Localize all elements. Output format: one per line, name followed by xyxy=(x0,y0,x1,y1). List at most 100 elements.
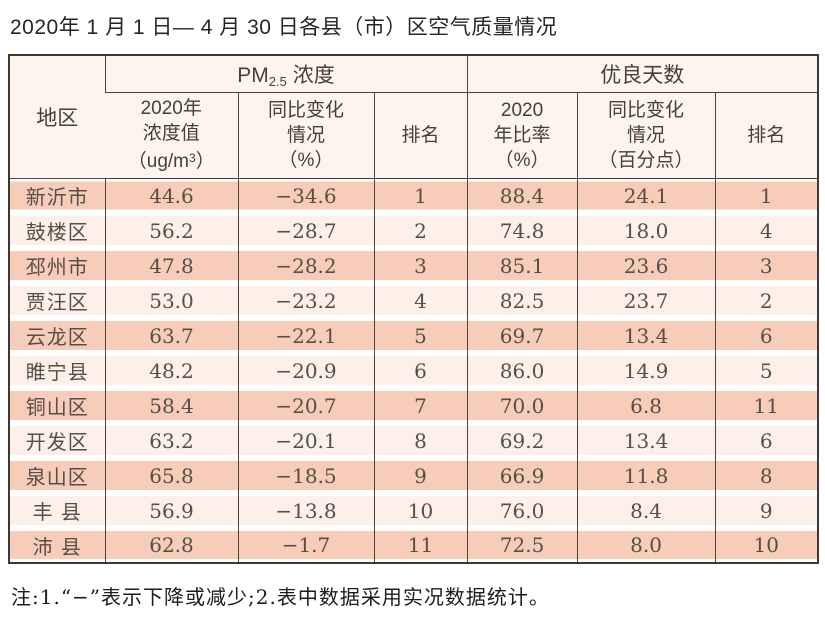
days-change-cell: 23.6 xyxy=(576,248,716,283)
region-cell: 邳州市 xyxy=(9,248,105,283)
days-rank-cell: 4 xyxy=(714,213,819,248)
pm-value-cell: 44.6 xyxy=(104,178,238,213)
pm-change-cell: −23.2 xyxy=(237,283,374,318)
days-rank-cell: 2 xyxy=(714,283,819,318)
region-cell: 睢宁县 xyxy=(9,353,105,388)
region-cell: 丰 县 xyxy=(9,493,105,528)
pm-rank-cell: 6 xyxy=(373,353,468,388)
pm-change-cell: −28.2 xyxy=(237,248,374,283)
table-row: 丰 县 56.9 −13.8 10 76.0 8.4 9 xyxy=(9,493,819,528)
column-header-days-change: 同比变化 情况 （百分点） xyxy=(576,92,716,179)
pm-change-cell: −20.7 xyxy=(237,388,374,423)
days-rank-cell: 8 xyxy=(714,458,819,493)
pm-value-cell: 48.2 xyxy=(104,353,238,388)
days-rank-cell: 6 xyxy=(714,423,819,458)
header-group-row: 地区 PM2.5 浓度 优良天数 xyxy=(9,55,819,179)
days-ratio-cell: 70.0 xyxy=(466,388,578,423)
days-rank-cell: 11 xyxy=(714,388,819,423)
days-ratio-line3: （%） xyxy=(494,149,550,171)
footnote: 注:1.“−”表示下降或减少;2.表中数据采用实况数据统计。 xyxy=(11,585,550,609)
page-title: 2020年 1 月 1 日— 4 月 30 日各县（市）区空气质量情况 xyxy=(10,16,558,39)
pm-rank-cell: 8 xyxy=(373,423,468,458)
air-quality-table: 地区 PM2.5 浓度 优良天数 2020年 浓度值 （ug/m3） 同比变化 … xyxy=(8,54,820,564)
column-header-days-ratio: 2020 年比率 （%） xyxy=(466,92,578,179)
days-ratio-cell: 74.8 xyxy=(466,213,578,248)
days-ratio-line1: 2020 xyxy=(500,99,544,121)
pm-value-cell: 63.2 xyxy=(104,423,238,458)
table-header: 地区 PM2.5 浓度 优良天数 2020年 浓度值 （ug/m3） 同比变化 … xyxy=(9,55,819,179)
days-change-cell: 24.1 xyxy=(576,178,716,213)
pm-value-cell: 47.8 xyxy=(104,248,238,283)
pm-rank-cell: 1 xyxy=(373,178,468,213)
column-header-pm-change: 同比变化 情况 （%） xyxy=(237,92,374,179)
pm25-label-rest: 浓度 xyxy=(286,63,335,87)
pm-change-cell: −28.7 xyxy=(237,213,374,248)
pm-change-cell: −20.9 xyxy=(237,353,374,388)
pm-rank-cell: 3 xyxy=(373,248,468,283)
table-row: 睢宁县 48.2 −20.9 6 86.0 14.9 5 xyxy=(9,353,819,388)
pm-rank-cell: 9 xyxy=(373,458,468,493)
column-header-pm-value: 2020年 浓度值 （ug/m3） xyxy=(105,92,238,179)
days-change-cell: 23.7 xyxy=(576,283,716,318)
pm-change-cell: −20.1 xyxy=(237,423,374,458)
table-row: 云龙区 63.7 −22.1 5 69.7 13.4 6 xyxy=(9,318,819,353)
region-cell: 贾汪区 xyxy=(9,283,105,318)
table-row: 铜山区 58.4 −20.7 7 70.0 6.8 11 xyxy=(9,388,819,423)
region-cell: 沛 县 xyxy=(9,528,105,563)
table-row: 邳州市 47.8 −28.2 3 85.1 23.6 3 xyxy=(9,248,819,283)
pm-rank-cell: 5 xyxy=(373,318,468,353)
pm-value-line3: （ug/m3） xyxy=(105,146,238,174)
column-header-pm-rank: 排名 xyxy=(373,92,468,179)
pm-change-cell: −34.6 xyxy=(237,178,374,213)
days-change-cell: 8.0 xyxy=(576,528,716,563)
pm-value-unit-post: ） xyxy=(195,151,215,172)
table-row: 泉山区 65.8 −18.5 9 66.9 11.8 8 xyxy=(9,458,819,493)
pm-change-cell: −1.7 xyxy=(237,528,374,563)
column-group-good-days: 优良天数 xyxy=(466,55,819,93)
table-row: 沛 县 62.8 −1.7 11 72.5 8.0 10 xyxy=(9,528,819,563)
table-row: 贾汪区 53.0 −23.2 4 82.5 23.7 2 xyxy=(9,283,819,318)
pm25-label-main: PM xyxy=(237,63,269,87)
days-change-cell: 14.9 xyxy=(576,353,716,388)
pm-value-unit-sup: 3 xyxy=(189,151,196,165)
days-rank-cell: 10 xyxy=(714,528,819,563)
pm25-label-subscript: 2.5 xyxy=(268,73,287,89)
days-change-cell: 6.8 xyxy=(576,388,716,423)
region-cell: 云龙区 xyxy=(9,318,105,353)
pm-rank-cell: 7 xyxy=(373,388,468,423)
pm-change-line2: 情况 xyxy=(286,124,325,146)
days-ratio-cell: 69.7 xyxy=(466,318,578,353)
pm-value-cell: 63.7 xyxy=(104,318,238,353)
pm-rank-cell: 2 xyxy=(373,213,468,248)
days-change-line1: 同比变化 xyxy=(608,99,685,121)
days-ratio-cell: 85.1 xyxy=(466,248,578,283)
days-ratio-cell: 88.4 xyxy=(466,178,578,213)
days-change-line2: 情况 xyxy=(627,124,666,146)
table-row: 鼓楼区 56.2 −28.7 2 74.8 18.0 4 xyxy=(9,213,819,248)
days-rank-cell: 5 xyxy=(714,353,819,388)
days-ratio-line2: 年比率 xyxy=(493,124,551,146)
days-change-cell: 8.4 xyxy=(576,493,716,528)
pm-value-line2: 浓度值 xyxy=(142,123,200,144)
days-change-cell: 11.8 xyxy=(576,458,716,493)
days-change-line3: （百分点） xyxy=(598,149,694,171)
region-cell: 泉山区 xyxy=(9,458,105,493)
days-change-cell: 13.4 xyxy=(576,318,716,353)
pm-value-line1: 2020年 xyxy=(140,98,202,119)
region-cell: 新沂市 xyxy=(9,178,105,213)
pm-rank-cell: 4 xyxy=(373,283,468,318)
days-ratio-cell: 86.0 xyxy=(466,353,578,388)
header-sub-row: 2020年 浓度值 （ug/m3） 同比变化 情况 （%） 排名 2020 年比… xyxy=(9,92,819,179)
pm-value-cell: 65.8 xyxy=(104,458,238,493)
table-row: 新沂市 44.6 −34.6 1 88.4 24.1 1 xyxy=(9,178,819,213)
pm-value-cell: 58.4 xyxy=(104,388,238,423)
days-rank-cell: 9 xyxy=(714,493,819,528)
days-ratio-cell: 66.9 xyxy=(466,458,578,493)
days-ratio-cell: 76.0 xyxy=(466,493,578,528)
days-change-cell: 18.0 xyxy=(576,213,716,248)
pm-value-unit-pre: （ug/m xyxy=(127,151,190,172)
pm-rank-cell: 11 xyxy=(373,528,468,563)
days-change-cell: 13.4 xyxy=(576,423,716,458)
table-body: 新沂市 44.6 −34.6 1 88.4 24.1 1 鼓楼区 56.2 −2… xyxy=(9,178,819,563)
